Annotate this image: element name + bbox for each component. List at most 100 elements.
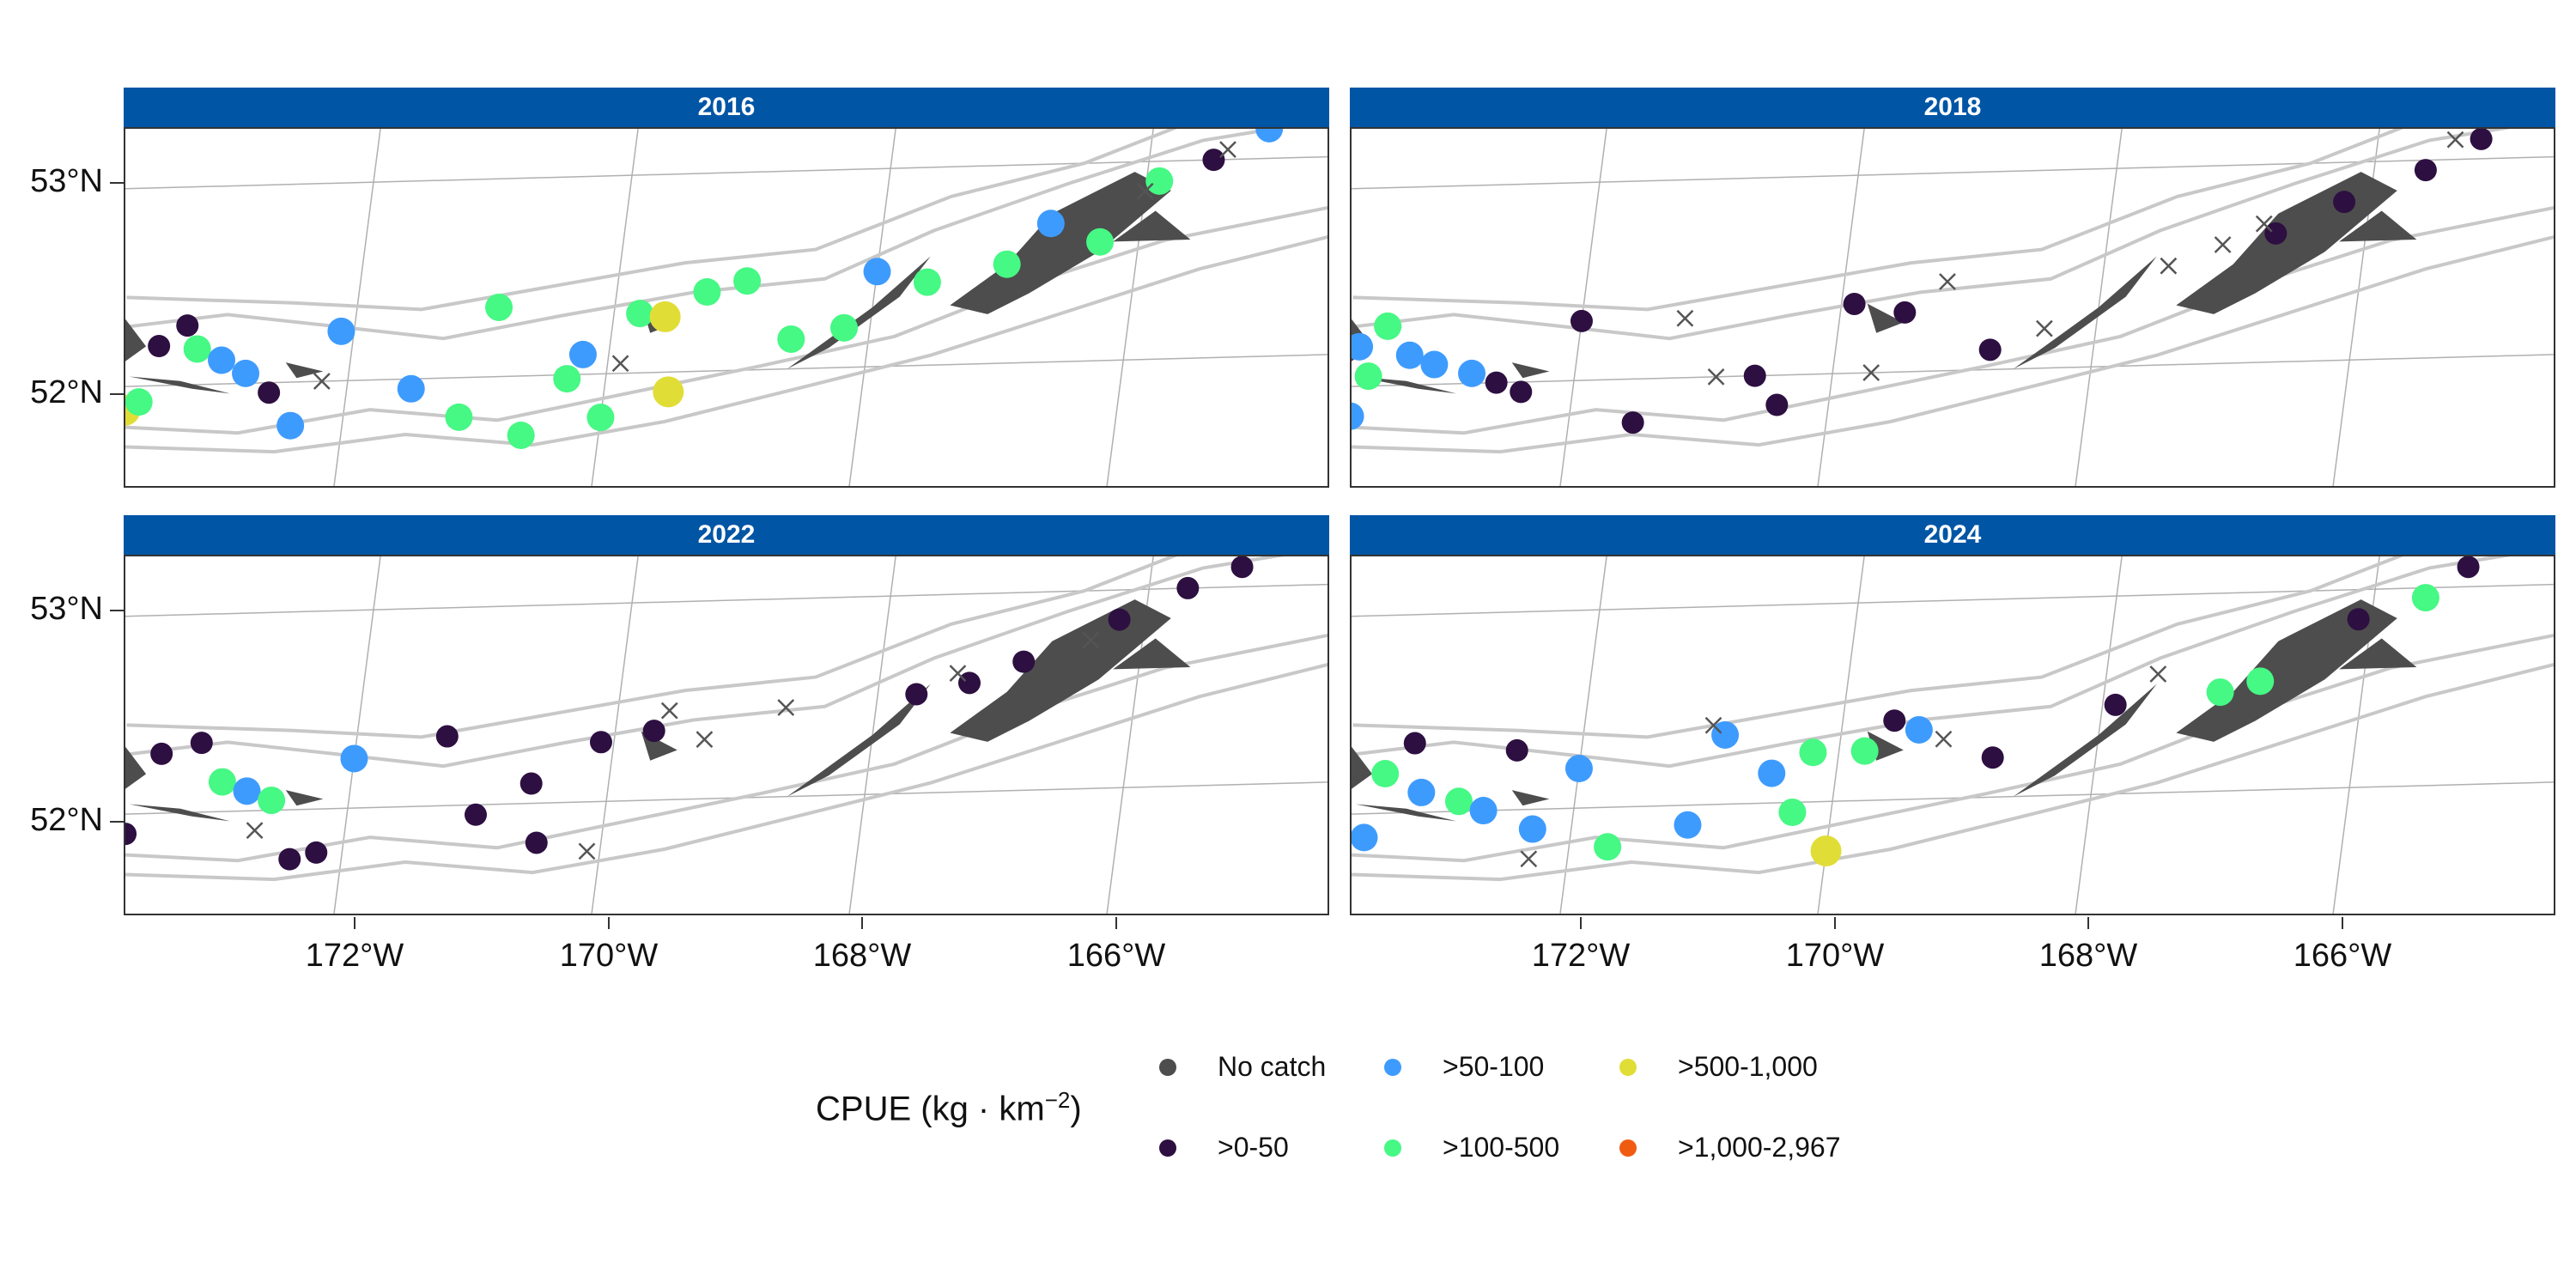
island-land xyxy=(1355,804,1456,822)
legend-item-1000-2967: >1,000-2,967 xyxy=(1619,1132,1841,1163)
island-land xyxy=(2339,210,2417,242)
x-tick-label: 172°W xyxy=(1531,938,1631,974)
graticule-line xyxy=(1559,129,1607,486)
cpue-point xyxy=(2347,608,2370,631)
no-catch-stroke xyxy=(611,355,629,373)
y-tick-label: 52°N xyxy=(30,802,103,838)
cpue-point xyxy=(905,683,928,706)
no-catch-stroke xyxy=(313,373,331,390)
cpue-point xyxy=(1843,292,1866,315)
no-catch-stroke xyxy=(1939,273,1956,290)
cpue-point xyxy=(863,258,891,286)
cpue-point xyxy=(1564,755,1593,783)
legend-swatch xyxy=(1159,1058,1176,1076)
x-tick xyxy=(1580,917,1582,929)
isobath-contour xyxy=(1352,633,2554,863)
island-land xyxy=(125,746,147,789)
cpue-point xyxy=(485,293,513,321)
x-tick-label: 168°W xyxy=(2038,938,2138,974)
cpue-point xyxy=(148,335,171,358)
no-catch-stroke xyxy=(1136,182,1154,200)
island-land xyxy=(2176,599,2397,742)
cpue-point xyxy=(1036,210,1065,238)
no-catch-stroke xyxy=(1935,730,1953,748)
isobath-contour xyxy=(125,663,1327,882)
x-tick-label: 166°W xyxy=(1066,938,1166,974)
no-catch-stroke xyxy=(1676,309,1694,327)
cpue-point xyxy=(1352,402,1364,430)
cpue-point xyxy=(1981,746,2004,769)
cpue-point xyxy=(1485,371,1508,394)
legend-title-text: CPUE (kg · km xyxy=(816,1090,1045,1128)
map-svg xyxy=(125,556,1327,914)
no-catch-marker xyxy=(1935,730,1953,748)
island-land xyxy=(1310,129,1327,137)
island-land xyxy=(1867,303,1904,333)
cpue-point xyxy=(2246,667,2275,696)
x-tick-label: 172°W xyxy=(305,938,404,974)
cpue-point xyxy=(777,325,805,353)
no-catch-marker xyxy=(660,702,678,720)
island-land xyxy=(1310,556,1327,564)
no-catch-stroke xyxy=(1704,716,1722,734)
cpue-point xyxy=(2264,222,2287,245)
no-catch-marker xyxy=(1939,273,1956,290)
cpue-point xyxy=(642,720,665,743)
map-area xyxy=(124,127,1329,488)
cpue-point xyxy=(1674,811,1702,839)
island-land xyxy=(285,362,324,379)
cpue-point xyxy=(258,787,286,815)
map-area xyxy=(124,555,1329,915)
graticule-line xyxy=(1352,583,2554,617)
isobath-contour xyxy=(125,235,1327,454)
no-catch-stroke xyxy=(1082,631,1100,649)
legend-item-0-50: >0-50 xyxy=(1159,1132,1289,1163)
island-land xyxy=(125,319,147,361)
cpue-point xyxy=(553,365,581,393)
no-catch-marker xyxy=(1219,141,1236,159)
no-catch-marker xyxy=(696,731,714,748)
island-land xyxy=(129,804,230,822)
island-land xyxy=(2537,556,2554,564)
no-catch-marker xyxy=(1704,716,1722,734)
cpue-point xyxy=(1354,362,1382,391)
cpue-point xyxy=(1743,364,1766,387)
cpue-point xyxy=(465,803,488,826)
cpue-point xyxy=(1469,797,1498,825)
cpue-point xyxy=(586,404,615,432)
graticule-line xyxy=(125,129,128,486)
graticule-line xyxy=(125,155,1327,190)
cpue-point xyxy=(1799,738,1827,767)
cpue-point xyxy=(1108,608,1131,631)
cpue-point xyxy=(1012,650,1036,673)
graticule-line xyxy=(1352,155,2554,190)
x-tick xyxy=(861,917,863,929)
cpue-point xyxy=(1395,341,1424,369)
isobath-contour xyxy=(125,556,1285,769)
graticule-line xyxy=(1352,781,2554,815)
map-svg xyxy=(1352,556,2554,914)
cpue-point xyxy=(327,317,355,345)
no-catch-stroke xyxy=(2036,319,2053,337)
legend-label: >500-1,000 xyxy=(1678,1051,1818,1082)
island-land xyxy=(1511,362,1550,379)
no-catch-marker xyxy=(2036,319,2053,337)
isobath-contour xyxy=(1352,663,2554,882)
island-land xyxy=(2537,129,2554,137)
map-svg xyxy=(125,129,1327,486)
legend-label: No catch xyxy=(1218,1051,1327,1082)
panel-title: 2018 xyxy=(1350,88,2555,127)
x-tick-label: 170°W xyxy=(1785,938,1885,974)
cpue-point xyxy=(435,725,459,748)
legend-swatch xyxy=(1384,1058,1401,1076)
cpue-point xyxy=(1883,709,1906,732)
graticule-line xyxy=(2075,129,2123,486)
cpue-point xyxy=(2411,584,2439,612)
island-land xyxy=(129,376,230,394)
cpue-point xyxy=(653,376,684,408)
cpue-point xyxy=(2414,159,2437,182)
cpue-point xyxy=(1255,129,1284,143)
isobath-contour xyxy=(126,129,1178,312)
island-land xyxy=(1113,210,1191,242)
x-tick-label: 168°W xyxy=(812,938,912,974)
